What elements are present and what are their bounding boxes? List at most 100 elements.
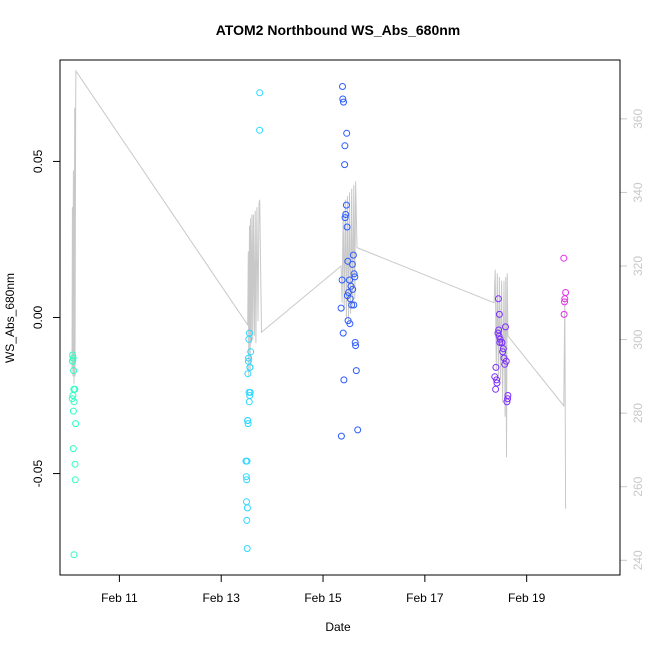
data-point [68, 357, 76, 365]
data-point [492, 385, 500, 393]
data-point [504, 395, 512, 403]
data-point [337, 304, 345, 312]
data-point [560, 310, 568, 318]
data-point [72, 420, 80, 428]
data-point [246, 363, 254, 371]
data-point [352, 342, 360, 350]
data-point [247, 348, 255, 356]
y2-tick-label: 280 [631, 403, 645, 423]
data-point [493, 376, 501, 384]
data-point [70, 551, 78, 559]
data-point [342, 211, 350, 218]
data-point [341, 214, 349, 222]
data-point [245, 398, 253, 406]
data-point [499, 348, 507, 356]
y2-tick-label: 360 [631, 109, 645, 129]
data-point [345, 289, 352, 296]
data-point [340, 98, 347, 106]
x-axis-label: Date [325, 620, 351, 634]
data-point [69, 354, 77, 362]
data-point [244, 417, 252, 424]
data-point [70, 398, 78, 406]
data-point [503, 398, 511, 406]
data-point [243, 516, 251, 524]
point-group-1 [68, 351, 80, 559]
data-point [71, 476, 79, 484]
x-tick-label: Feb 17 [406, 591, 444, 605]
data-point [339, 95, 347, 103]
y2-tick-label: 300 [631, 329, 645, 349]
data-point [69, 407, 77, 415]
data-point [560, 254, 568, 262]
data-point [348, 301, 356, 309]
data-point [501, 360, 509, 368]
data-point [351, 339, 359, 346]
data-point [352, 367, 360, 375]
right-axis-line [71, 69, 567, 509]
data-point [502, 323, 509, 331]
y-tick-label: 0.05 [31, 149, 45, 173]
x-tick-label: Feb 15 [304, 591, 342, 605]
axes: Feb 11 Feb 13 Feb 15 Feb 17 Feb 19 -0.05 0.00 0… [31, 109, 645, 605]
point-group-5 [560, 254, 570, 318]
data-point [71, 385, 79, 393]
data-point [342, 201, 350, 209]
data-point [256, 89, 264, 97]
data-point [245, 354, 253, 362]
data-point [243, 457, 251, 465]
data-point [242, 473, 250, 481]
y2-tick-label: 240 [631, 550, 645, 570]
data-point [348, 260, 356, 268]
data-point [243, 545, 251, 552]
data-point [492, 363, 500, 371]
data-point [341, 142, 349, 150]
y-axis-label: WS_Abs_680nm [3, 273, 17, 363]
data-point [350, 270, 358, 278]
y-tick-label: 0.00 [31, 305, 45, 329]
x-tick-label: Feb 11 [101, 591, 138, 605]
data-point [354, 426, 362, 434]
data-point [246, 329, 253, 337]
data-point [494, 295, 502, 303]
data-point [351, 273, 359, 281]
data-point [562, 289, 570, 296]
data-point [246, 388, 254, 396]
point-group-2 [242, 89, 264, 552]
data-point [340, 376, 348, 384]
line-series [71, 69, 567, 509]
data-point [243, 476, 251, 484]
data-point [71, 460, 79, 468]
x-tick-label: Feb 13 [203, 591, 241, 605]
chart-title: ATOM2 Northbound WS_Abs_680nm [216, 22, 461, 38]
y2-tick-label: 320 [631, 256, 645, 276]
data-point [349, 251, 357, 259]
data-point [256, 126, 264, 134]
data-point [343, 223, 351, 231]
data-point [561, 295, 569, 303]
data-point [337, 432, 345, 440]
data-point [493, 379, 501, 387]
point-group-3 [337, 83, 362, 440]
y-tick-label: -0.05 [31, 460, 45, 488]
data-point [561, 298, 568, 306]
data-point [70, 367, 78, 375]
plot-frame [59, 59, 621, 576]
data-point [243, 498, 250, 506]
data-point [350, 301, 358, 309]
point-group-4 [491, 295, 512, 406]
data-point [244, 370, 252, 378]
data-point [338, 276, 346, 284]
data-point [244, 420, 252, 428]
y2-tick-label: 260 [631, 476, 645, 496]
data-point [339, 83, 346, 90]
y2-tick-label: 340 [631, 182, 645, 202]
point-series [68, 83, 570, 559]
data-point [496, 339, 504, 346]
data-point [346, 320, 354, 328]
data-point [339, 329, 347, 337]
x-tick-label: Feb 19 [508, 591, 546, 605]
data-point [341, 161, 349, 169]
data-point [346, 276, 353, 284]
data-point [69, 445, 77, 453]
